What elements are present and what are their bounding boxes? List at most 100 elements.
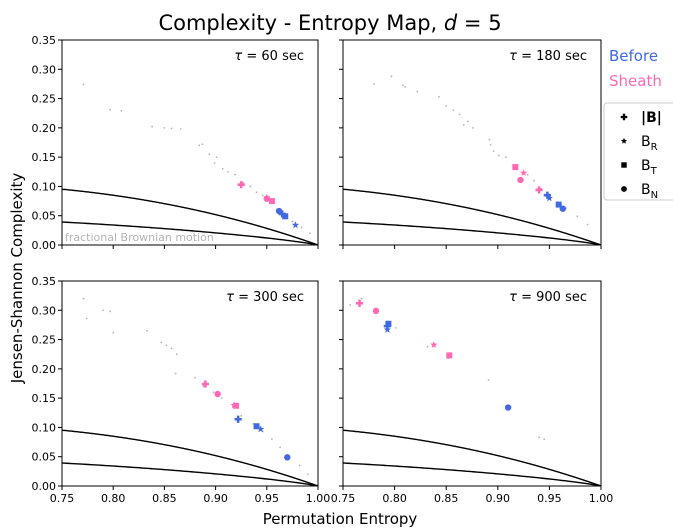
y-tick-label: 0.05 bbox=[32, 451, 57, 464]
fbm-point bbox=[82, 83, 85, 86]
fbm-point bbox=[466, 120, 469, 123]
sheath-b-point bbox=[201, 380, 209, 388]
fbm-point bbox=[472, 126, 474, 129]
sheath-bt-point bbox=[446, 352, 453, 359]
fbm-point bbox=[373, 83, 375, 85]
min-complexity-curve bbox=[62, 462, 318, 486]
fbm-point bbox=[226, 170, 229, 173]
panel-4: 0.75 0.80 0.85 0.90 0.95 1.00 τ = 900 sec bbox=[331, 280, 614, 505]
fbm-point bbox=[489, 143, 492, 146]
fbm-point bbox=[208, 153, 211, 156]
panel-title: τ = 60 sec bbox=[234, 49, 304, 64]
min-complexity-curve bbox=[343, 462, 601, 486]
y-axis-label: Jensen-Shannon Complexity bbox=[8, 173, 26, 385]
sheath-bt-point bbox=[268, 198, 275, 205]
sheath-bt-point bbox=[512, 164, 519, 171]
panel-1: 0.00 0.05 0.10 0.15 0.20 0.25 0.30 0.35 τ = 60 s… bbox=[32, 34, 319, 252]
before-br-point bbox=[257, 425, 265, 433]
y-tick-label: 0.15 bbox=[32, 392, 57, 405]
sheath-br-point bbox=[263, 193, 271, 201]
fbm-point bbox=[82, 297, 85, 300]
y-tick-label: 0.10 bbox=[32, 180, 57, 193]
y-tick-label: 0.05 bbox=[32, 210, 57, 223]
fbm-point bbox=[160, 341, 163, 344]
before-br-point bbox=[291, 221, 300, 229]
fbm-point bbox=[497, 154, 500, 157]
legend-marker-label: BT bbox=[641, 158, 658, 177]
fbm-point bbox=[349, 304, 352, 306]
panel-title: τ = 900 sec bbox=[509, 290, 587, 305]
fbm-point bbox=[170, 127, 173, 130]
sheath-br-point bbox=[230, 401, 238, 409]
fbm-label: fractional Brownian motion bbox=[65, 231, 214, 244]
sheath-bn-point bbox=[372, 307, 380, 315]
fbm-point bbox=[213, 162, 216, 164]
fbm-point bbox=[586, 223, 589, 226]
plot-area bbox=[62, 297, 318, 486]
y-tick-label: 0.00 bbox=[32, 239, 57, 252]
before-bt-point bbox=[555, 201, 562, 208]
fbm-point bbox=[416, 90, 419, 93]
fbm-point bbox=[298, 464, 301, 467]
max-complexity-curve bbox=[62, 429, 318, 486]
legend-plus-icon bbox=[620, 113, 628, 121]
sheath-b-point bbox=[355, 299, 364, 307]
fbm-point bbox=[174, 372, 177, 375]
max-complexity-curve bbox=[343, 429, 601, 486]
y-tick-label: 0.15 bbox=[32, 151, 57, 164]
before-bt-point bbox=[282, 213, 289, 220]
fbm-point bbox=[452, 109, 455, 112]
fbm-point bbox=[102, 309, 104, 312]
panels: 0.00 0.05 0.10 0.15 0.20 0.25 0.30 0.35 τ = 60 s… bbox=[32, 34, 614, 505]
fbm-point bbox=[249, 185, 252, 188]
legend-group-labels: Before Sheath bbox=[609, 47, 662, 90]
fbm-point bbox=[458, 113, 461, 116]
sheath-b-point bbox=[237, 181, 245, 189]
sheath-b-point bbox=[535, 186, 543, 194]
min-complexity-curve bbox=[62, 221, 318, 245]
legend-marker-label: |B| bbox=[641, 110, 662, 126]
x-tick-label: 0.80 bbox=[101, 492, 126, 505]
fbm-point bbox=[242, 182, 245, 184]
x-tick-label: 0.95 bbox=[537, 492, 562, 505]
min-complexity-curve bbox=[343, 221, 601, 245]
fbm-point bbox=[175, 353, 178, 356]
y-tick-label: 0.35 bbox=[32, 275, 57, 288]
plot-frame bbox=[61, 280, 319, 487]
fbm-point bbox=[394, 326, 397, 329]
before-b-point bbox=[278, 210, 286, 218]
fbm-point bbox=[426, 345, 429, 348]
fbm-point bbox=[445, 105, 448, 108]
sheath-br-point bbox=[430, 341, 438, 348]
legend-square-icon bbox=[621, 162, 627, 168]
plot-area bbox=[343, 297, 601, 486]
fbm-point bbox=[212, 391, 215, 394]
fbm-point bbox=[194, 376, 197, 379]
fbm-point bbox=[163, 126, 166, 129]
x-axis-label: Permutation Entropy bbox=[263, 510, 418, 528]
x-tick-label: 1.00 bbox=[589, 492, 614, 505]
fbm-point bbox=[505, 156, 507, 159]
plot-area bbox=[62, 83, 318, 245]
fbm-point bbox=[279, 446, 282, 449]
fbm-point bbox=[360, 297, 363, 300]
fbm-point bbox=[488, 138, 491, 141]
fbm-point bbox=[179, 128, 182, 130]
figure-title: Complexity - Entropy Map, d = 5 bbox=[158, 11, 501, 35]
fbm-point bbox=[202, 385, 205, 388]
legend-marker-label: BN bbox=[641, 182, 658, 201]
before-b-point bbox=[543, 191, 551, 199]
plot-frame bbox=[61, 39, 319, 246]
y-tick-label: 0.35 bbox=[32, 34, 57, 47]
fbm-point bbox=[300, 226, 303, 229]
before-b-point bbox=[234, 415, 242, 423]
fbm-point bbox=[390, 75, 393, 78]
y-tick-label: 0.00 bbox=[32, 480, 57, 493]
fbm-point bbox=[576, 215, 579, 218]
max-complexity-curve bbox=[62, 188, 318, 245]
plot-frame bbox=[342, 280, 602, 487]
plot-frame bbox=[342, 39, 602, 246]
before-br-point bbox=[545, 194, 554, 202]
fbm-point bbox=[234, 173, 236, 176]
x-tick-label: 0.95 bbox=[255, 492, 280, 505]
